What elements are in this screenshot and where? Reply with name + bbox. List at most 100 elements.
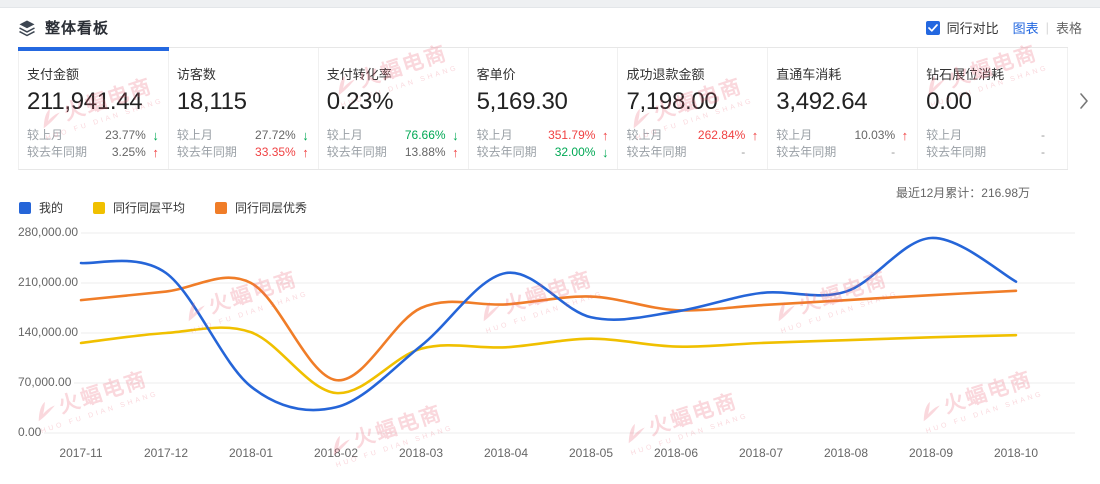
series-line [79,276,1018,382]
legend-label: 我的 [39,201,64,215]
check-icon [927,23,938,32]
compare-label: 较上月 [626,128,663,142]
layers-icon [18,19,36,37]
compare-value: 10.03% [854,128,896,142]
page-title: 整体看板 [45,20,110,37]
compare-label: 较上月 [476,128,513,142]
trailing-12mo-total: 最近12月累计：216.98万 [895,186,1030,200]
compare-value: - [741,145,746,159]
compare-value: 76.66% [404,128,446,142]
compare-value: 32.00% [554,145,596,159]
view-chart-link[interactable]: 图表 [1012,21,1039,36]
compare-label: 较去年同期 [626,145,687,159]
trend-arrow: ↓ [302,128,309,143]
kpi-card-avg-order-value[interactable]: 客单价 5,169.30 较上月 351.79% ↑ 较去年同期 32.00% ↓ [468,48,619,169]
chevron-right-icon [1080,93,1088,109]
x-axis-label: 2018-05 [568,446,614,460]
trend-arrow: ↑ [452,145,459,160]
kpi-cards-row: 支付金额 211,941.44 较上月 23.77% ↓ 较去年同期 3.25% ↑ 访… [18,47,1069,170]
compare-label: 较去年同期 [176,145,237,159]
kpi-card-conversion-rate[interactable]: 支付转化率 0.23% 较上月 76.66% ↓ 较去年同期 13.88% ↑ [318,48,469,169]
series-line [79,326,1018,395]
x-axis-label: 2018-06 [653,446,699,460]
kpi-card-diamond-spend[interactable]: 钻石展位消耗 0.00 较上月 - 较去年同期 - [918,48,1069,169]
next-cards-button[interactable] [1072,86,1096,116]
kpi-value: 0.23% [326,88,394,115]
compare-label: 较上月 [776,128,813,142]
top-strip [0,0,1100,8]
peer-compare-label: 同行对比 [946,21,999,36]
x-axis-label: 2018-04 [483,446,529,460]
x-axis-label: 2017-12 [143,446,189,460]
legend-label: 同行同层平均 [113,201,186,215]
trend-arrow: ↓ [452,128,459,143]
compare-value: 262.84% [697,128,746,142]
kpi-value: 3,492.64 [776,88,868,115]
compare-value: 13.88% [404,145,446,159]
trend-arrow: ↑ [302,145,309,160]
legend-item-mine[interactable]: 我的 [19,199,63,216]
kpi-card-visitors[interactable]: 访客数 18,115 较上月 27.72% ↓ 较去年同期 33.35% ↑ [168,48,319,169]
kpi-title: 客单价 [476,67,516,82]
compare-label: 较上月 [326,128,363,142]
compare-label: 较上月 [176,128,213,142]
compare-label: 较上月 [27,128,64,142]
legend-swatch [215,201,228,214]
x-axis-label: 2018-07 [738,446,784,460]
chart-legend: 我的 同行同层平均 同行同层优秀 [19,199,307,216]
compare-value: 33.35% [255,145,296,159]
trend-arrow: ↑ [751,128,759,143]
legend-swatch [19,201,31,214]
x-axis-label: 2018-03 [398,446,444,460]
compare-value: - [1041,145,1046,159]
trend-arrow: ↓ [601,145,609,160]
kpi-card-ztc-spend[interactable]: 直通车消耗 3,492.64 较上月 10.03% ↑ 较去年同期 - [768,48,919,169]
kpi-title: 钻石展位消耗 [926,67,1005,82]
compare-value: - [891,145,896,159]
peer-compare-checkbox[interactable] [925,20,940,35]
header-left: 整体看板 [18,17,109,38]
series-line [79,236,1018,412]
kpi-title: 支付转化率 [326,67,392,82]
y-axis-label: 280,000.00 [18,225,82,240]
x-axis-label: 2018-09 [908,446,954,460]
x-axis-label: 2017-11 [59,446,103,460]
x-axis-label: 2018-08 [823,446,869,460]
compare-label: 较去年同期 [326,145,387,159]
y-axis-label: 0.00 [18,425,45,440]
x-axis-label: 2018-01 [228,446,274,460]
y-axis-label: 70,000.00 [18,375,75,390]
compare-value: - [1041,128,1046,142]
y-axis-label: 210,000.00 [18,275,82,290]
chart-section: 最近12月累计：216.98万 我的 同行同层平均 同行同层优秀 0.00 70,… [0,178,1100,478]
compare-label: 较去年同期 [926,145,987,159]
kpi-value: 7,198.00 [626,88,718,115]
compare-label: 较去年同期 [476,145,537,159]
kpi-card-refund-amount[interactable]: 成功退款金额 7,198.00 较上月 262.84% ↑ 较去年同期 - [618,48,769,169]
legend-label: 同行同层优秀 [235,201,308,215]
compare-value: 23.77% [105,128,146,142]
kpi-value: 211,941.44 [27,88,143,115]
view-divider: | [1045,20,1049,35]
compare-value: 351.79% [548,128,596,142]
kpi-title: 支付金额 [27,67,80,82]
y-axis-label: 140,000.00 [18,325,82,340]
view-table-link[interactable]: 表格 [1055,21,1082,36]
compare-label: 较上月 [926,128,963,142]
kpi-card-pay-amount[interactable]: 支付金额 211,941.44 较上月 23.77% ↓ 较去年同期 3.25% ↑ [18,47,169,169]
kpi-title: 访客数 [176,67,216,82]
trend-arrow: ↑ [152,145,159,160]
kpi-title: 直通车消耗 [776,67,842,82]
compare-value: 27.72% [255,128,296,142]
trend-arrow: ↑ [601,128,609,143]
trend-arrow: ↓ [152,128,159,143]
kpi-value: 18,115 [176,88,247,115]
compare-label: 较去年同期 [776,145,837,159]
x-axis-label: 2018-02 [313,446,359,460]
kpi-title: 成功退款金额 [626,67,705,82]
legend-item-peer-excellent[interactable]: 同行同层优秀 [215,199,307,216]
kpi-value: 0.00 [926,88,972,115]
kpi-value: 5,169.30 [476,88,568,115]
x-axis-label: 2018-10 [993,446,1039,460]
legend-item-peer-average[interactable]: 同行同层平均 [93,199,185,216]
